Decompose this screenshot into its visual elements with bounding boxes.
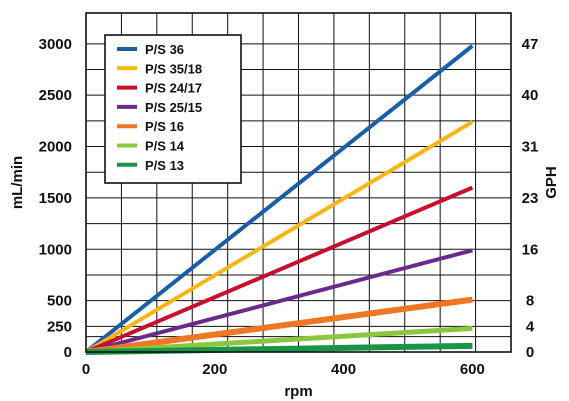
y2-tick-label: 8	[526, 293, 534, 310]
y-tick-label: 3000	[39, 36, 72, 53]
x-axis-label: rpm	[284, 383, 312, 400]
legend-label-5: P/S 14	[145, 139, 185, 154]
y2-tick-label: 40	[522, 87, 539, 104]
y2-tick-label: 31	[522, 139, 539, 156]
x-tick-label: 0	[82, 361, 90, 378]
legend-label-0: P/S 36	[145, 42, 184, 57]
y2-tick-label: 16	[522, 241, 539, 258]
legend-label-6: P/S 13	[145, 158, 184, 173]
series-line-0	[84, 44, 474, 354]
y2-tick-label: 23	[522, 190, 539, 207]
legend-label-3: P/S 25/15	[145, 100, 202, 115]
tick-labels: 0 200 400 600 0 250 500 1000 1500 2000 2500 3000 0 4 8…	[39, 36, 539, 378]
y-tick-label: 0	[64, 344, 72, 361]
y2-tick-label: 4	[526, 318, 535, 335]
legend-box	[104, 34, 242, 184]
legend-label-2: P/S 24/17	[145, 81, 202, 96]
y2-tick-label: 47	[522, 36, 539, 53]
x-tick-label: 600	[460, 361, 485, 378]
series-line-6	[85, 342, 473, 355]
x-tick-label: 200	[202, 361, 227, 378]
series-line-4	[85, 296, 473, 355]
y2-tick-label: 0	[526, 344, 534, 361]
series-line-1	[84, 120, 474, 354]
y-tick-label: 2500	[39, 87, 72, 104]
series-lines	[84, 44, 474, 355]
plot-frame	[85, 12, 512, 353]
y-tick-label: 1000	[39, 241, 72, 258]
y-tick-label: 250	[47, 318, 72, 335]
legend-label-1: P/S 35/18	[145, 61, 202, 76]
y-tick-label: 1500	[39, 190, 72, 207]
legend-label-4: P/S 16	[145, 119, 184, 134]
legend: P/S 36 P/S 35/18 P/S 24/17 P/S 25/15 P/S 16 P…	[104, 34, 242, 184]
x-tick-label: 400	[331, 361, 356, 378]
series-line-3	[85, 248, 473, 354]
y-axis-label: mL/min	[9, 156, 26, 209]
series-line-2	[85, 185, 474, 354]
y-tick-label: 500	[47, 293, 72, 310]
y2-axis-label: GPH	[543, 166, 560, 199]
y-tick-label: 2000	[39, 139, 72, 156]
